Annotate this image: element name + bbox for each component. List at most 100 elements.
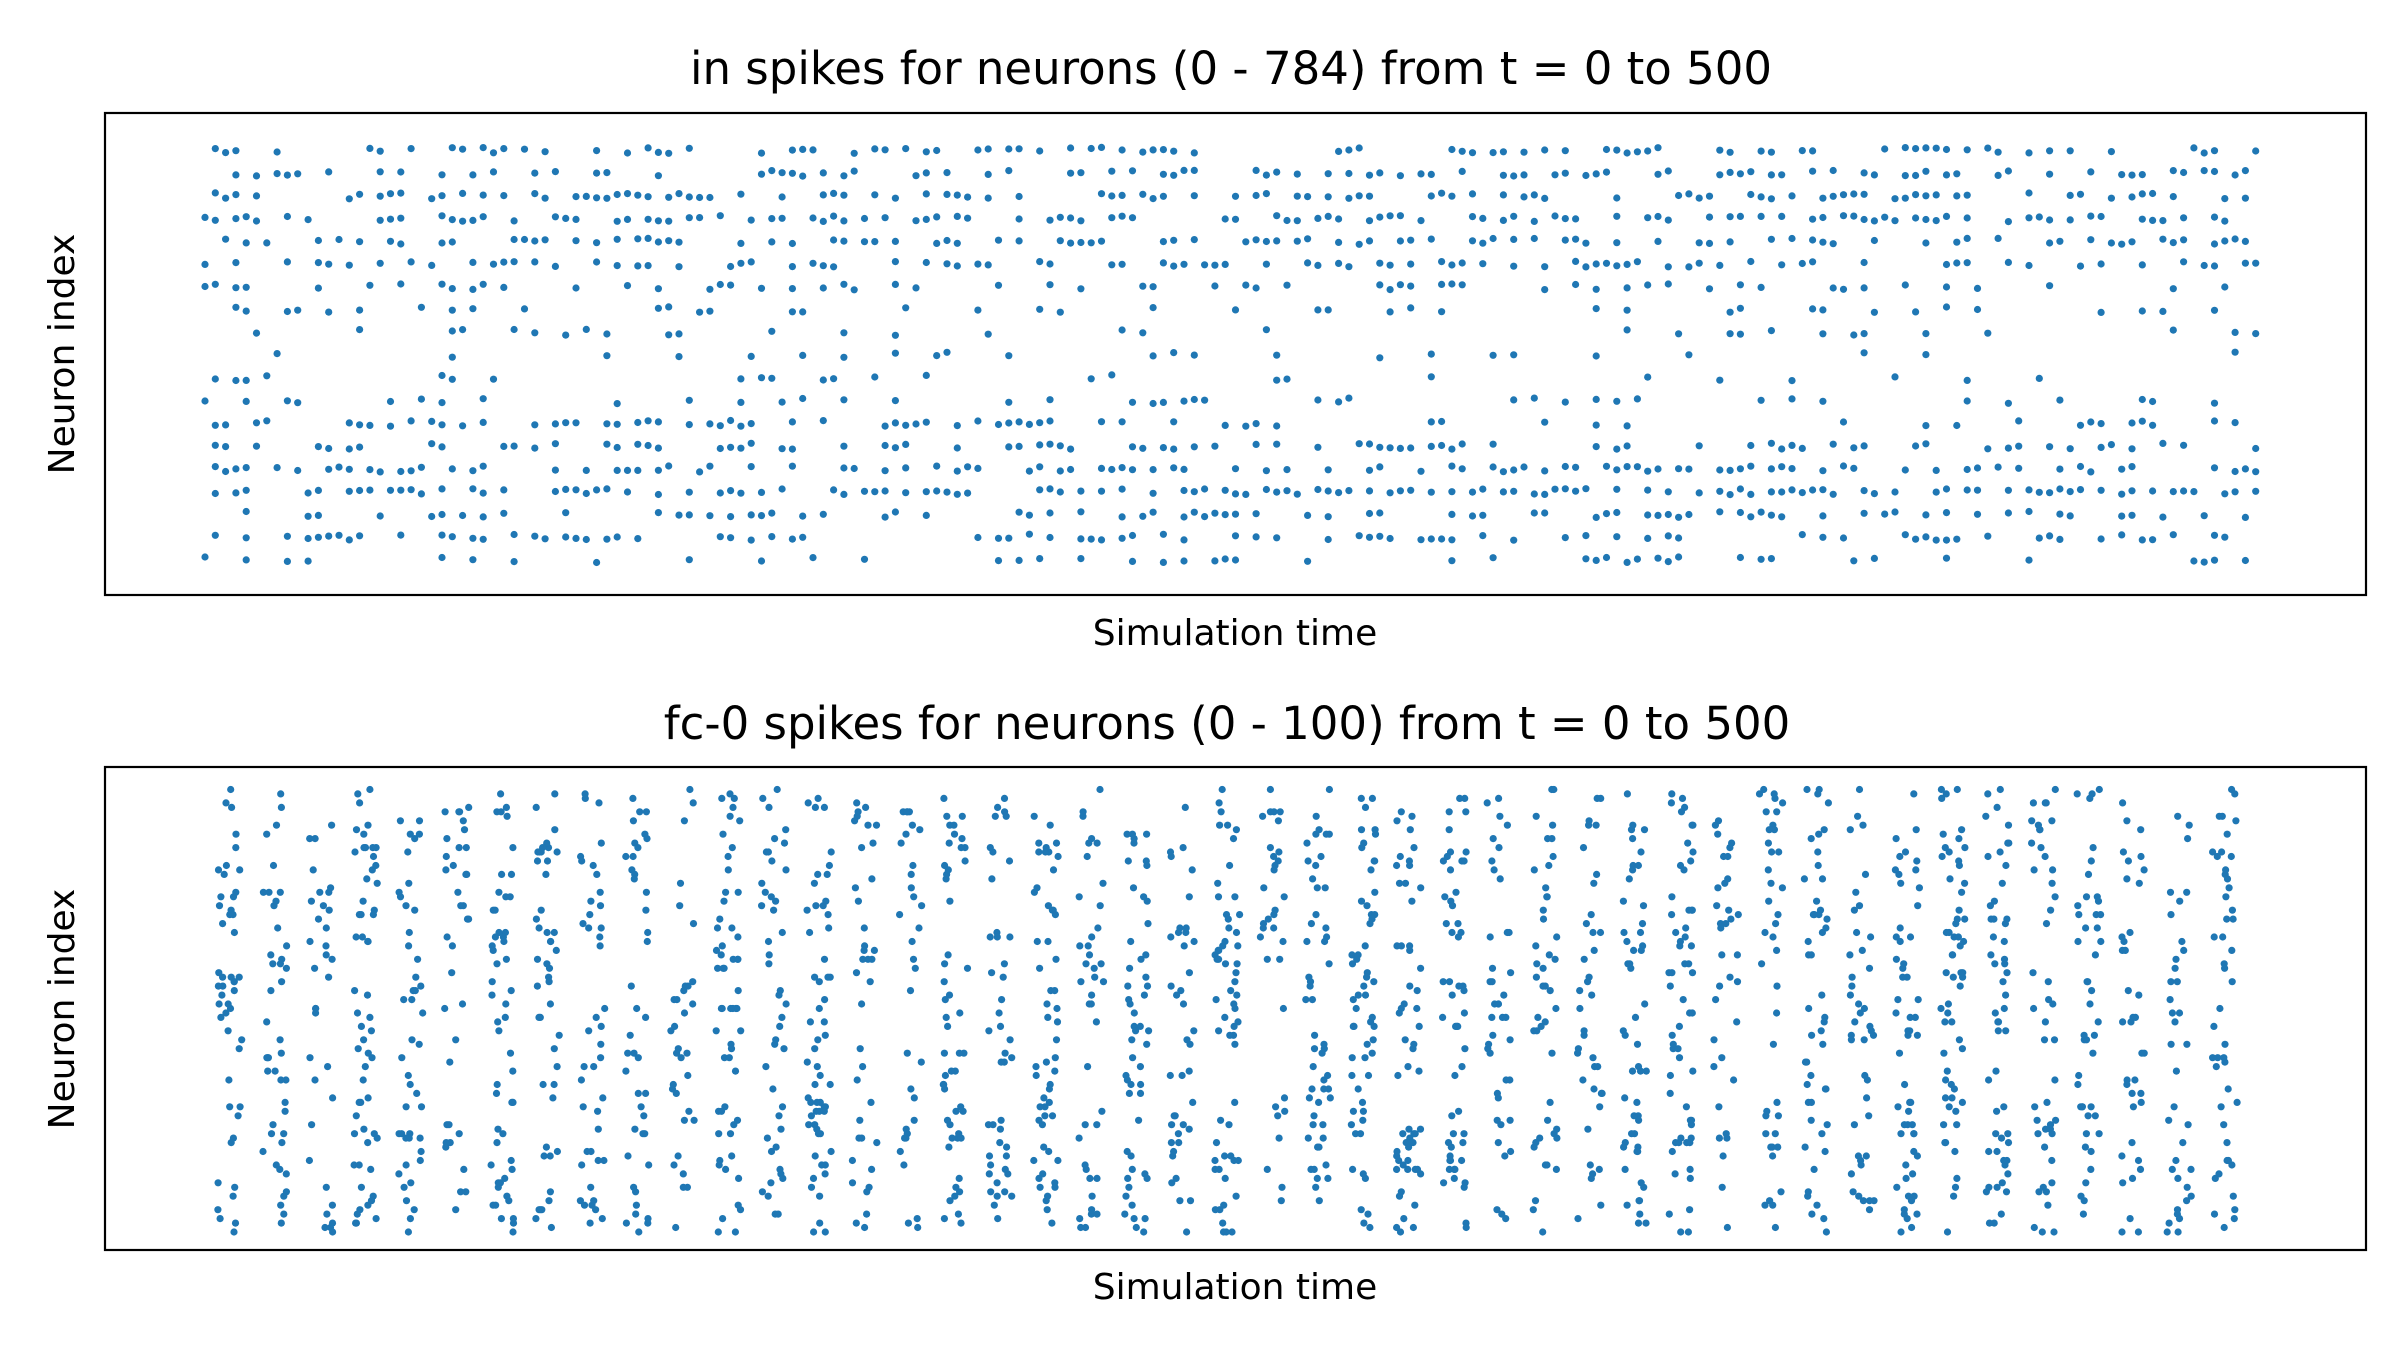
spike-point [1125,1089,1133,1097]
spike-point [1347,1121,1355,1129]
spike-point [805,1121,813,1129]
spike-point [1486,933,1494,941]
spike-point [1355,144,1363,152]
spike-point [2086,794,2094,803]
spike-point [891,280,900,288]
spike-point [1994,234,2002,242]
spike-point [322,924,330,932]
spike-point [1623,306,1631,314]
spike-point [1348,1054,1356,1062]
spike-point [683,1049,691,1057]
spike-point [771,1040,779,1048]
spike-point [1710,1036,1718,1044]
spike-point [1345,146,1353,154]
spike-point [328,1219,337,1227]
spike-point [908,821,917,829]
spike-point [224,1000,232,1008]
spike-point [376,216,384,224]
spike-point [1214,893,1223,901]
spike-point [2051,785,2059,794]
spike-point [550,1045,558,1053]
spike-point [908,937,916,946]
spike-point [1903,1215,1911,1223]
spike-point [1217,808,1225,816]
spike-point [718,942,726,950]
spike-point [2175,1009,2184,1017]
spike-point [1685,906,1693,914]
spike-point [1767,488,1775,496]
spike-point [1638,920,1647,928]
spike-point [715,1130,723,1138]
spike-point [1907,1098,1915,1106]
spike-point [1684,1228,1692,1236]
spike-point [1561,462,1569,471]
spike-point [987,1161,995,1169]
spike-point [2174,1174,2182,1182]
spike-point [214,1179,222,1187]
spike-point [1757,555,1765,563]
spike-point [405,942,413,950]
spike-point [940,1049,949,1057]
spike-point [579,1103,587,1111]
spike-point [1314,485,1322,494]
spike-point [1451,1071,1459,1080]
spike-point [1056,213,1064,221]
spike-point [509,1219,518,1227]
spike-point [1335,147,1343,155]
spike-point [943,348,951,356]
spike-point [259,888,267,896]
spike-point [1910,790,1918,798]
spike-point [1231,215,1240,223]
spike-point [1479,214,1487,222]
spike-point [282,1076,290,1084]
spike-point [1664,216,1672,224]
spike-point [2004,399,2012,407]
spike-point [277,1076,285,1084]
spike-point [1123,1147,1131,1156]
spike-point [2126,928,2134,937]
spike-point [1654,144,1662,152]
spike-point [679,1183,687,1191]
spike-point [2214,1054,2222,1062]
spike-point [311,835,319,843]
spike-point [994,803,1002,812]
spike-point [1953,192,1961,200]
spike-point [897,839,905,847]
spike-point [2252,330,2260,338]
spike-point [1947,1080,1955,1089]
spike-point [1654,465,1662,473]
spike-point [2097,937,2105,946]
spike-point [1819,1040,1827,1048]
spike-point [1046,260,1054,268]
spike-point [644,234,652,242]
spike-point [1675,191,1683,200]
spike-point [1015,508,1023,516]
spike-point [562,214,570,222]
spike-point [642,1089,650,1097]
spike-point [1809,258,1817,266]
spike-point [1448,928,1456,937]
spike-point [1427,535,1435,543]
spike-point [1822,924,1830,932]
spike-point [2210,556,2219,564]
spike-point [737,489,745,497]
spike-point [1730,1076,1738,1084]
spike-point [1767,171,1775,179]
spike-point [1757,283,1765,291]
spike-point [1357,826,1366,834]
spike-point [1855,1192,1863,1200]
spike-point [438,399,446,407]
spike-point [1893,1183,1901,1191]
spike-point [1185,893,1193,901]
spike-point [613,190,621,199]
spike-point [765,803,773,812]
spike-point [1324,487,1332,495]
spike-point [586,1219,594,1227]
spike-point [1201,261,1209,269]
spike-point [852,969,861,977]
spike-point [1190,1027,1198,1035]
spike-point [580,1063,588,1071]
spike-point [469,467,477,475]
spike-point [307,897,315,905]
spike-point [263,372,271,380]
